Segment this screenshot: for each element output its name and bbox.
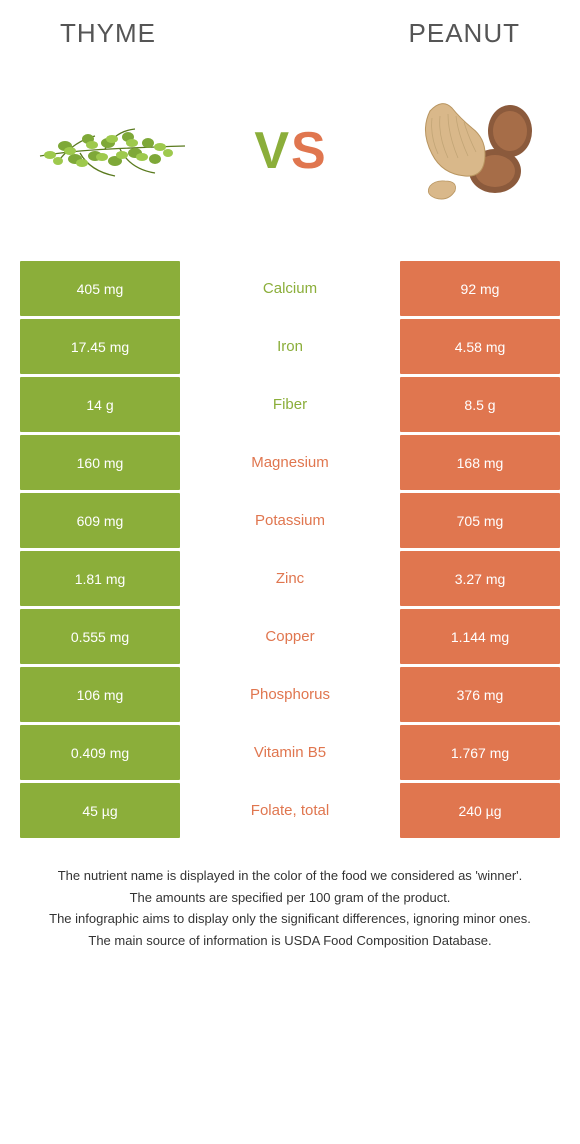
value-left: 1.81 mg xyxy=(20,551,180,606)
value-right: 92 mg xyxy=(400,261,560,316)
peanut-image xyxy=(380,71,560,231)
value-right: 4.58 mg xyxy=(400,319,560,374)
nutrient-table: 405 mgCalcium92 mg17.45 mgIron4.58 mg14 … xyxy=(20,261,560,838)
thyme-image xyxy=(20,71,200,231)
nutrient-row: 1.81 mgZinc3.27 mg xyxy=(20,551,560,606)
nutrient-name: Zinc xyxy=(183,551,397,606)
vs-label: VS xyxy=(254,121,325,181)
nutrient-name: Iron xyxy=(183,319,397,374)
value-right: 1.767 mg xyxy=(400,725,560,780)
value-right: 3.27 mg xyxy=(400,551,560,606)
value-left: 609 mg xyxy=(20,493,180,548)
nutrient-row: 17.45 mgIron4.58 mg xyxy=(20,319,560,374)
footer-line: The infographic aims to display only the… xyxy=(30,909,550,929)
nutrient-name: Fiber xyxy=(183,377,397,432)
nutrient-name: Vitamin B5 xyxy=(183,725,397,780)
value-right: 240 µg xyxy=(400,783,560,838)
title-right: Peanut xyxy=(409,18,520,49)
value-left: 0.555 mg xyxy=(20,609,180,664)
value-left: 45 µg xyxy=(20,783,180,838)
nutrient-row: 45 µgFolate, total240 µg xyxy=(20,783,560,838)
value-right: 1.144 mg xyxy=(400,609,560,664)
value-right: 168 mg xyxy=(400,435,560,490)
hero-row: VS xyxy=(20,61,560,261)
nutrient-row: 0.555 mgCopper1.144 mg xyxy=(20,609,560,664)
nutrient-row: 106 mgPhosphorus376 mg xyxy=(20,667,560,722)
nutrient-row: 0.409 mgVitamin B51.767 mg xyxy=(20,725,560,780)
value-left: 17.45 mg xyxy=(20,319,180,374)
value-right: 376 mg xyxy=(400,667,560,722)
vs-v: V xyxy=(254,121,289,181)
value-right: 8.5 g xyxy=(400,377,560,432)
value-left: 0.409 mg xyxy=(20,725,180,780)
value-left: 14 g xyxy=(20,377,180,432)
nutrient-name: Calcium xyxy=(183,261,397,316)
value-left: 160 mg xyxy=(20,435,180,490)
title-left: Thyme xyxy=(60,18,156,49)
nutrient-row: 14 gFiber8.5 g xyxy=(20,377,560,432)
nutrient-row: 609 mgPotassium705 mg xyxy=(20,493,560,548)
vs-s: S xyxy=(291,121,326,181)
nutrient-name: Potassium xyxy=(183,493,397,548)
footer-line: The nutrient name is displayed in the co… xyxy=(30,866,550,886)
nutrient-name: Magnesium xyxy=(183,435,397,490)
value-left: 106 mg xyxy=(20,667,180,722)
title-row: Thyme Peanut xyxy=(20,0,560,61)
value-right: 705 mg xyxy=(400,493,560,548)
nutrient-name: Phosphorus xyxy=(183,667,397,722)
footer-line: The main source of information is USDA F… xyxy=(30,931,550,951)
value-left: 405 mg xyxy=(20,261,180,316)
footer-line: The amounts are specified per 100 gram o… xyxy=(30,888,550,908)
footer-notes: The nutrient name is displayed in the co… xyxy=(20,838,560,992)
nutrient-row: 405 mgCalcium92 mg xyxy=(20,261,560,316)
nutrient-row: 160 mgMagnesium168 mg xyxy=(20,435,560,490)
nutrient-name: Folate, total xyxy=(183,783,397,838)
nutrient-name: Copper xyxy=(183,609,397,664)
